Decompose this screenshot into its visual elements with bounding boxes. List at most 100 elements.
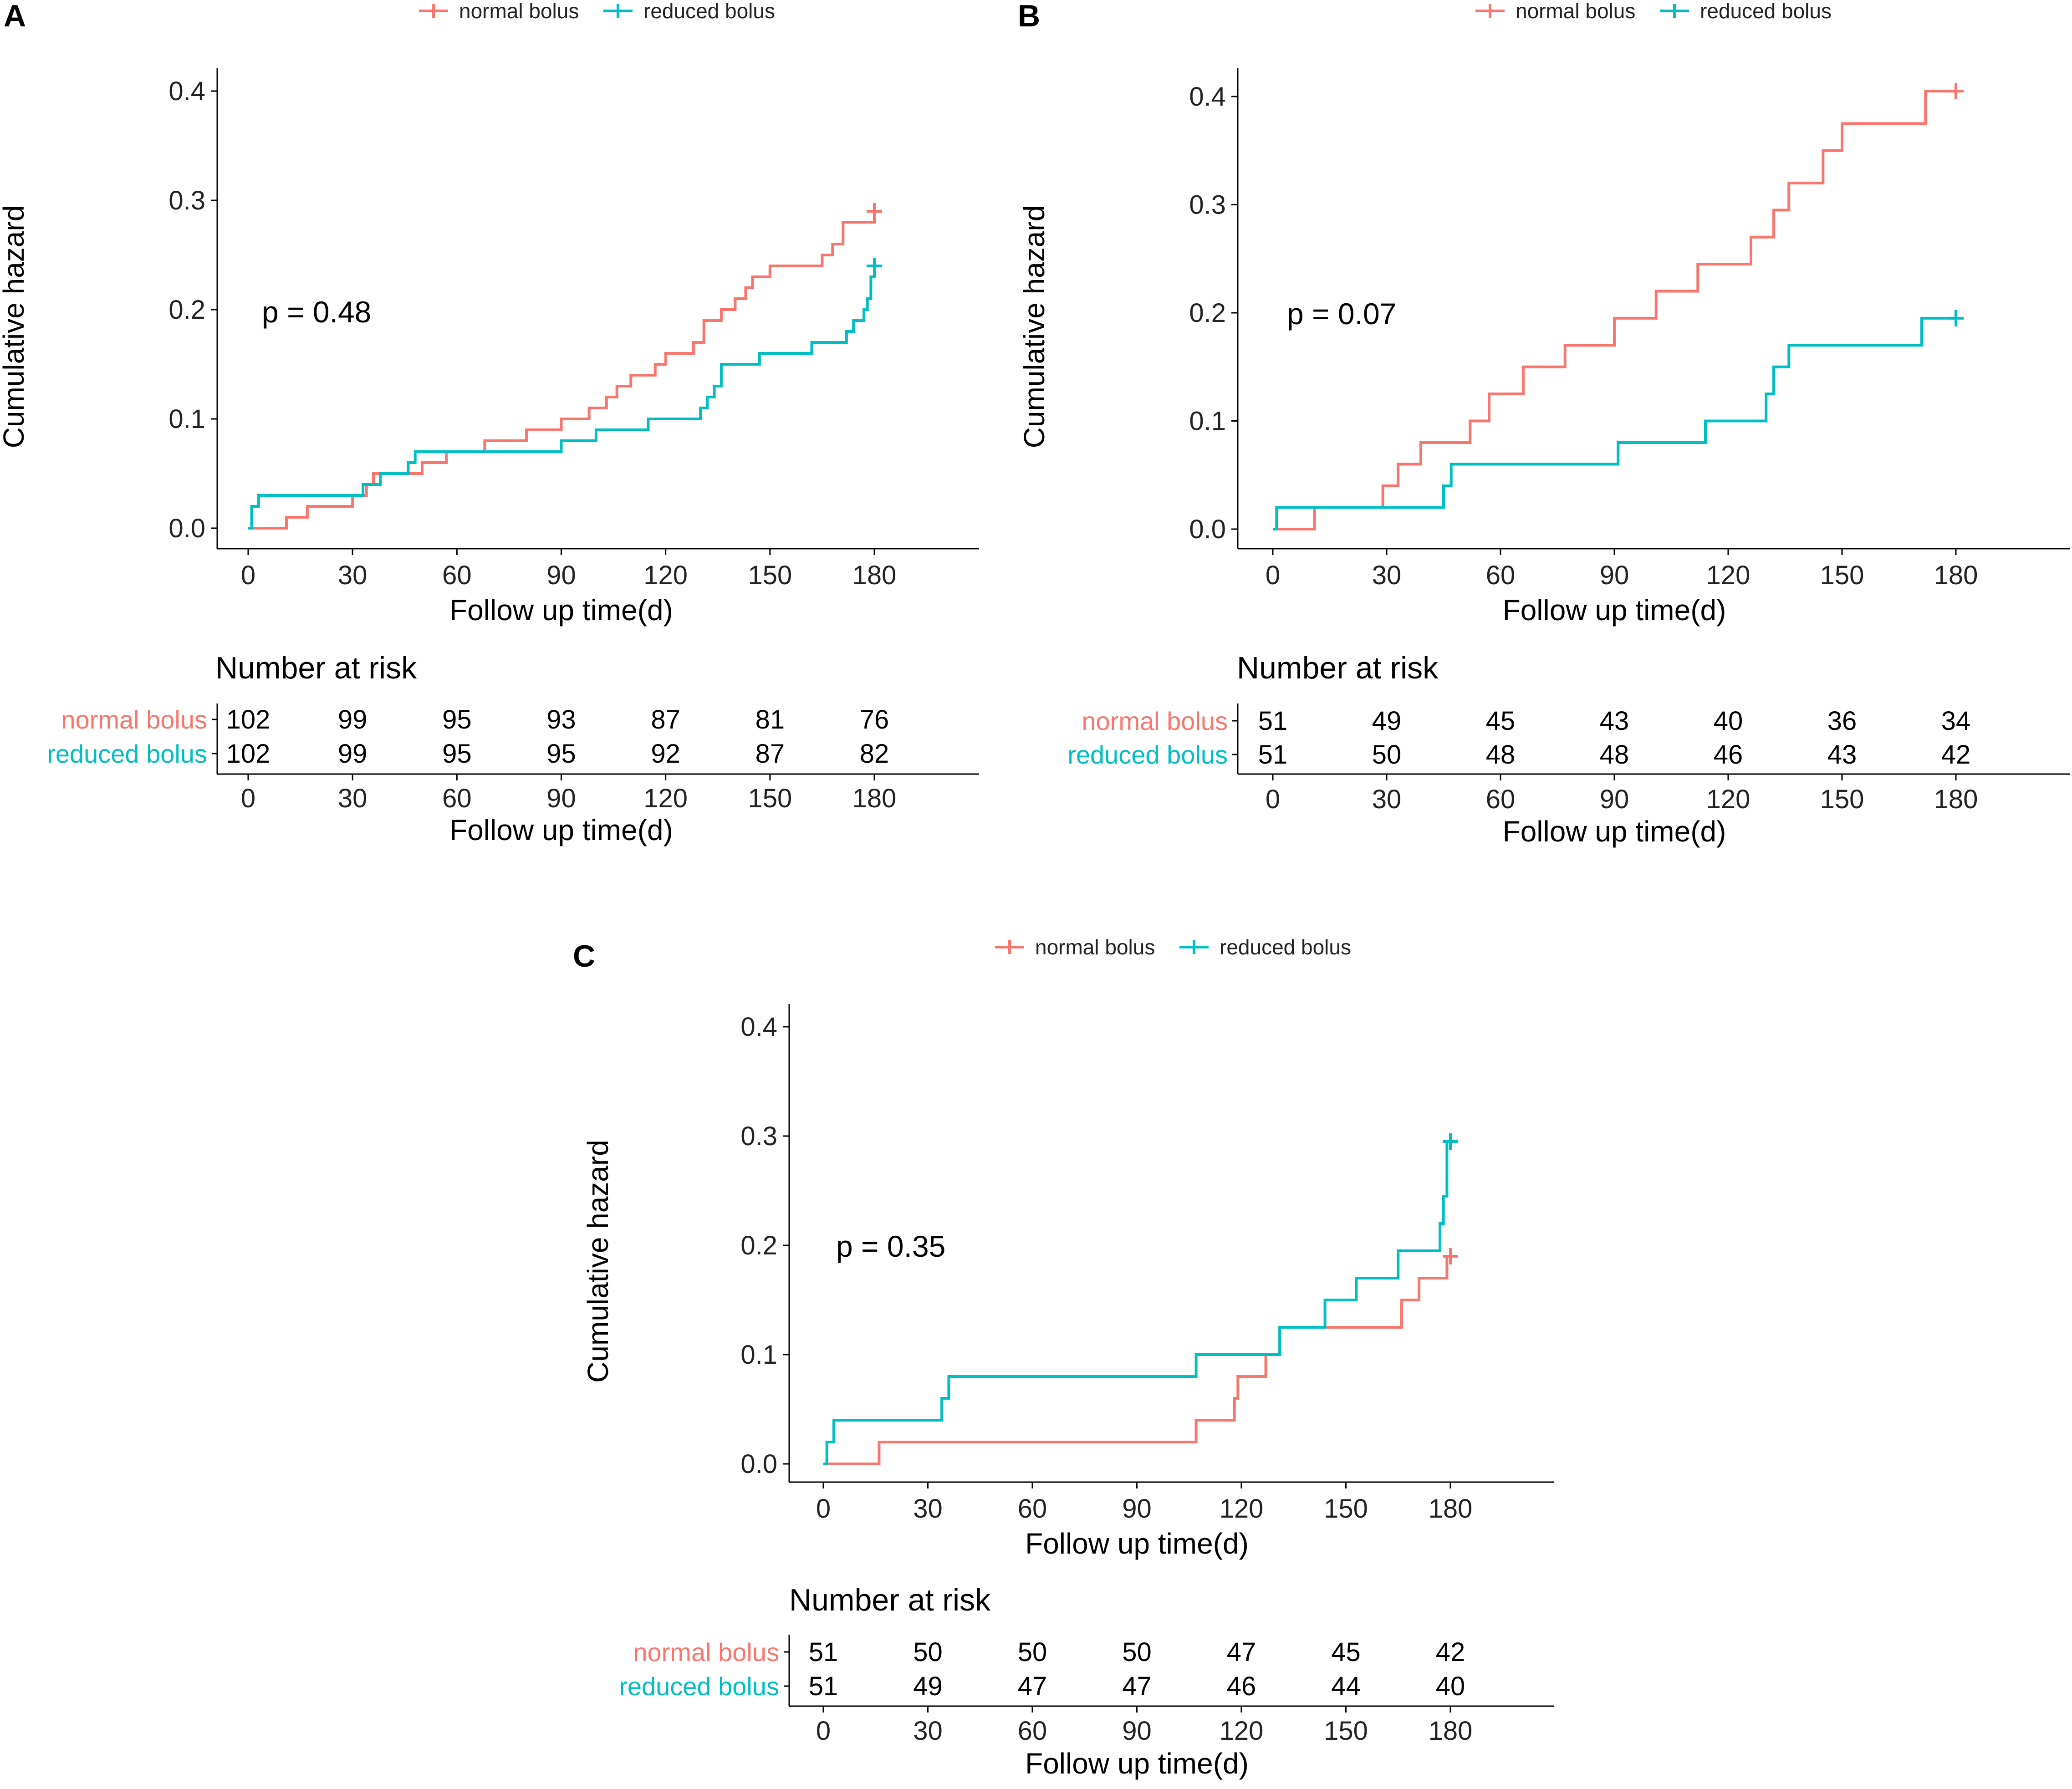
risk-x-tick-label: 60 <box>442 784 472 813</box>
risk-count-reduced: 46 <box>1227 1672 1256 1701</box>
risk-x-tick-label: 150 <box>1820 785 1864 814</box>
risk-row-label-reduced: reduced bolus <box>1067 740 1228 769</box>
risk-x-tick-label: 90 <box>1600 785 1629 814</box>
risk-count-normal: 87 <box>651 705 680 734</box>
risk-x-tick-label: 180 <box>1934 785 1978 814</box>
risk-count-normal: 34 <box>1941 706 1971 736</box>
risk-count-reduced: 95 <box>442 739 472 769</box>
risk-x-tick-label: 150 <box>748 784 792 813</box>
risk-count-normal: 51 <box>809 1637 838 1667</box>
risk-x-axis-title: Follow up time(d) <box>1025 1747 1249 1780</box>
risk-row-label-normal: normal bolus <box>1082 707 1228 735</box>
legend-label-normal: normal bolus <box>1035 935 1155 959</box>
panel-letter: C <box>573 939 595 974</box>
x-tick-label: 180 <box>852 561 897 590</box>
risk-count-normal: 99 <box>338 705 367 734</box>
x-tick-label: 90 <box>1122 1494 1152 1524</box>
y-tick-label: 0.4 <box>740 1012 777 1042</box>
risk-x-tick-label: 0 <box>816 1716 831 1746</box>
y-tick-label: 0.0 <box>168 514 205 543</box>
x-tick-label: 60 <box>1018 1494 1047 1524</box>
y-axis-title: Cumulative hazard <box>0 205 30 449</box>
x-tick-label: 30 <box>1372 561 1402 590</box>
x-axis-title: Follow up time(d) <box>1025 1527 1249 1560</box>
x-tick-label: 30 <box>338 561 367 590</box>
risk-x-tick-label: 180 <box>852 784 897 813</box>
risk-count-normal: 102 <box>226 705 270 734</box>
risk-count-reduced: 47 <box>1122 1672 1152 1701</box>
risk-x-tick-label: 120 <box>643 784 688 813</box>
risk-count-reduced: 44 <box>1331 1672 1361 1701</box>
y-tick-label: 0.2 <box>740 1231 777 1260</box>
x-tick-label: 90 <box>546 561 576 590</box>
x-tick-label: 0 <box>241 561 255 590</box>
y-tick-label: 0.0 <box>1189 515 1226 544</box>
risk-count-reduced: 95 <box>546 739 576 769</box>
risk-x-tick-label: 0 <box>241 784 255 813</box>
censor-mark-reduced <box>867 258 882 274</box>
y-tick-label: 0.1 <box>168 404 205 434</box>
series-line-normal <box>1273 90 1956 530</box>
risk-count-normal: 45 <box>1486 706 1516 736</box>
risk-count-reduced: 51 <box>1258 740 1288 770</box>
y-tick-label: 0.3 <box>740 1121 777 1151</box>
y-tick-label: 0.2 <box>1189 298 1226 328</box>
y-axis-title: Cumulative hazard <box>1018 205 1051 449</box>
risk-count-reduced: 43 <box>1827 740 1857 770</box>
risk-row-label-normal: normal bolus <box>633 1638 779 1667</box>
risk-x-tick-label: 180 <box>1429 1716 1473 1746</box>
risk-table-title: Number at risk <box>789 1583 991 1617</box>
risk-count-reduced: 51 <box>809 1672 838 1701</box>
censor-mark-normal <box>1443 1248 1458 1264</box>
risk-count-normal: 50 <box>1018 1637 1047 1667</box>
legend-label-normal: normal bolus <box>1516 0 1635 23</box>
x-tick-label: 150 <box>1820 561 1864 590</box>
risk-count-normal: 40 <box>1714 706 1743 736</box>
risk-x-tick-label: 120 <box>1706 785 1750 814</box>
x-tick-label: 30 <box>913 1494 943 1524</box>
y-tick-label: 0.4 <box>1189 82 1226 112</box>
risk-count-reduced: 92 <box>651 739 680 769</box>
risk-x-tick-label: 120 <box>1220 1716 1264 1746</box>
panel-letter: B <box>1018 0 1040 33</box>
p-value: p = 0.48 <box>262 295 371 329</box>
x-axis-title: Follow up time(d) <box>1503 594 1726 627</box>
x-tick-label: 120 <box>1220 1494 1264 1524</box>
risk-x-axis-title: Follow up time(d) <box>449 814 673 846</box>
risk-count-normal: 76 <box>860 705 889 734</box>
y-tick-label: 0.4 <box>168 76 205 106</box>
x-tick-label: 60 <box>442 561 472 590</box>
risk-count-reduced: 46 <box>1714 740 1743 770</box>
legend: normal bolus reduced bolus <box>995 935 1351 959</box>
risk-count-reduced: 99 <box>338 739 367 769</box>
risk-x-tick-label: 0 <box>1266 785 1280 814</box>
risk-count-normal: 43 <box>1600 706 1629 736</box>
risk-count-reduced: 82 <box>860 739 889 769</box>
censor-mark-normal <box>1948 83 1964 100</box>
risk-count-reduced: 48 <box>1486 740 1516 770</box>
risk-x-tick-label: 30 <box>338 784 367 813</box>
risk-table-title: Number at risk <box>1237 651 1439 685</box>
x-tick-label: 150 <box>748 561 792 590</box>
series-line-normal <box>823 1255 1450 1465</box>
risk-count-normal: 36 <box>1827 706 1857 736</box>
risk-row-label-normal: normal bolus <box>61 705 207 734</box>
y-tick-label: 0.3 <box>1189 190 1226 220</box>
panel-letter: A <box>4 0 26 33</box>
risk-count-normal: 47 <box>1227 1637 1256 1667</box>
risk-x-tick-label: 60 <box>1486 785 1516 814</box>
x-tick-label: 60 <box>1486 561 1516 590</box>
x-tick-label: 180 <box>1429 1494 1473 1524</box>
risk-table-title: Number at risk <box>215 651 417 685</box>
risk-row-label-reduced: reduced bolus <box>619 1672 779 1701</box>
risk-count-reduced: 102 <box>226 739 270 769</box>
y-tick-label: 0.1 <box>1189 407 1226 436</box>
y-tick-label: 0.0 <box>740 1449 777 1479</box>
y-axis-title: Cumulative hazard <box>582 1140 614 1383</box>
x-tick-label: 120 <box>643 561 688 590</box>
legend: normal bolus reduced bolus <box>419 0 775 23</box>
x-tick-label: 90 <box>1600 561 1629 590</box>
x-tick-label: 0 <box>816 1494 831 1524</box>
